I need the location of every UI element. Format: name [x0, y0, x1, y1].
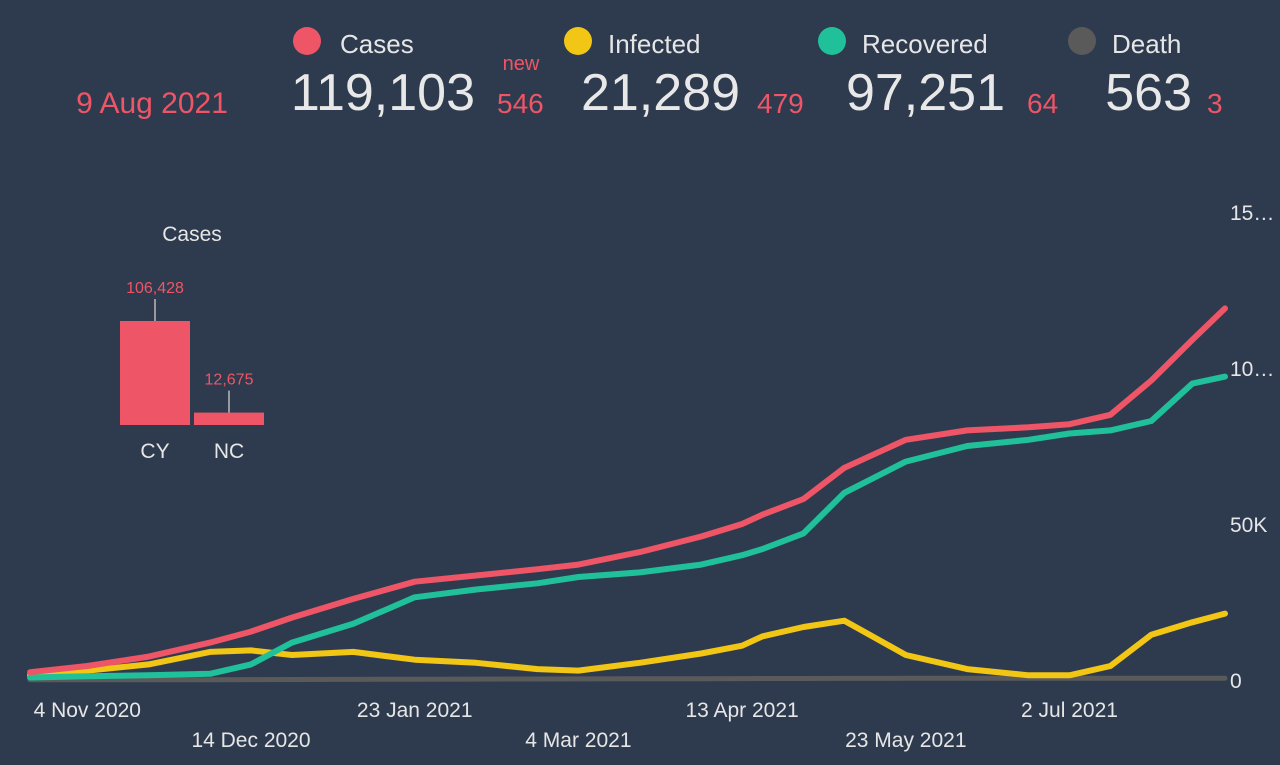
report-date: 9 Aug 2021 — [76, 87, 228, 120]
bar-nc — [194, 412, 264, 425]
infected-legend-dot — [564, 27, 592, 55]
death-legend-dot — [1068, 27, 1096, 55]
legend-recovered[interactable]: Recovered — [818, 27, 988, 59]
bar-value-label: 106,428 — [126, 280, 184, 297]
x-tick-label: 14 Dec 2020 — [191, 729, 310, 752]
death-new: 3 — [1207, 88, 1223, 119]
inset-bar-chart: Cases 106,428 CY 12,675 NC — [120, 223, 264, 463]
cases-legend-label: Cases — [340, 29, 414, 59]
infected-legend-label: Infected — [608, 29, 701, 59]
y-tick-label: 15… — [1230, 202, 1274, 225]
legend-infected[interactable]: Infected — [564, 27, 701, 59]
recovered-legend-label: Recovered — [862, 29, 988, 59]
cases-legend-dot — [293, 27, 321, 55]
recovered-total: 97,251 — [846, 64, 1005, 122]
cases-total: 119,103 — [291, 64, 475, 122]
bar-value-label: 12,675 — [205, 372, 254, 389]
x-tick-label: 23 Jan 2021 — [357, 699, 473, 722]
bar-category-label: NC — [214, 440, 244, 463]
line-chart: 4 Nov 2020 14 Dec 2020 23 Jan 2021 4 Mar 20… — [27, 202, 1274, 752]
y-tick-label: 0 — [1230, 670, 1242, 693]
x-tick-label: 13 Apr 2021 — [685, 699, 798, 722]
x-tick-label: 2 Jul 2021 — [1021, 699, 1118, 722]
recovered-new: 64 — [1027, 88, 1058, 119]
infected-new: 479 — [757, 88, 804, 119]
bar-category-label: CY — [140, 440, 169, 463]
bar-cy — [120, 321, 190, 425]
recovered-series-line — [27, 373, 1228, 681]
cases-series-line — [27, 305, 1228, 676]
legend-death[interactable]: Death — [1068, 27, 1181, 59]
legend-cases[interactable]: Cases — [293, 27, 414, 59]
y-tick-label: 10… — [1230, 358, 1274, 381]
header: 9 Aug 2021 Cases 119,103 new 546 Infecte… — [76, 27, 1223, 122]
inset-chart-title: Cases — [162, 223, 222, 246]
cases-new: 546 — [497, 88, 544, 119]
death-total: 563 — [1105, 64, 1192, 122]
death-series-line — [27, 675, 1228, 683]
death-legend-label: Death — [1112, 29, 1181, 59]
infected-series-line — [27, 610, 1228, 679]
new-label: new — [503, 53, 540, 75]
y-tick-label: 50K — [1230, 514, 1267, 537]
x-tick-label: 4 Mar 2021 — [525, 729, 631, 752]
x-tick-label: 4 Nov 2020 — [34, 699, 141, 722]
x-tick-label: 23 May 2021 — [845, 729, 966, 752]
recovered-legend-dot — [818, 27, 846, 55]
infected-total: 21,289 — [581, 64, 740, 122]
